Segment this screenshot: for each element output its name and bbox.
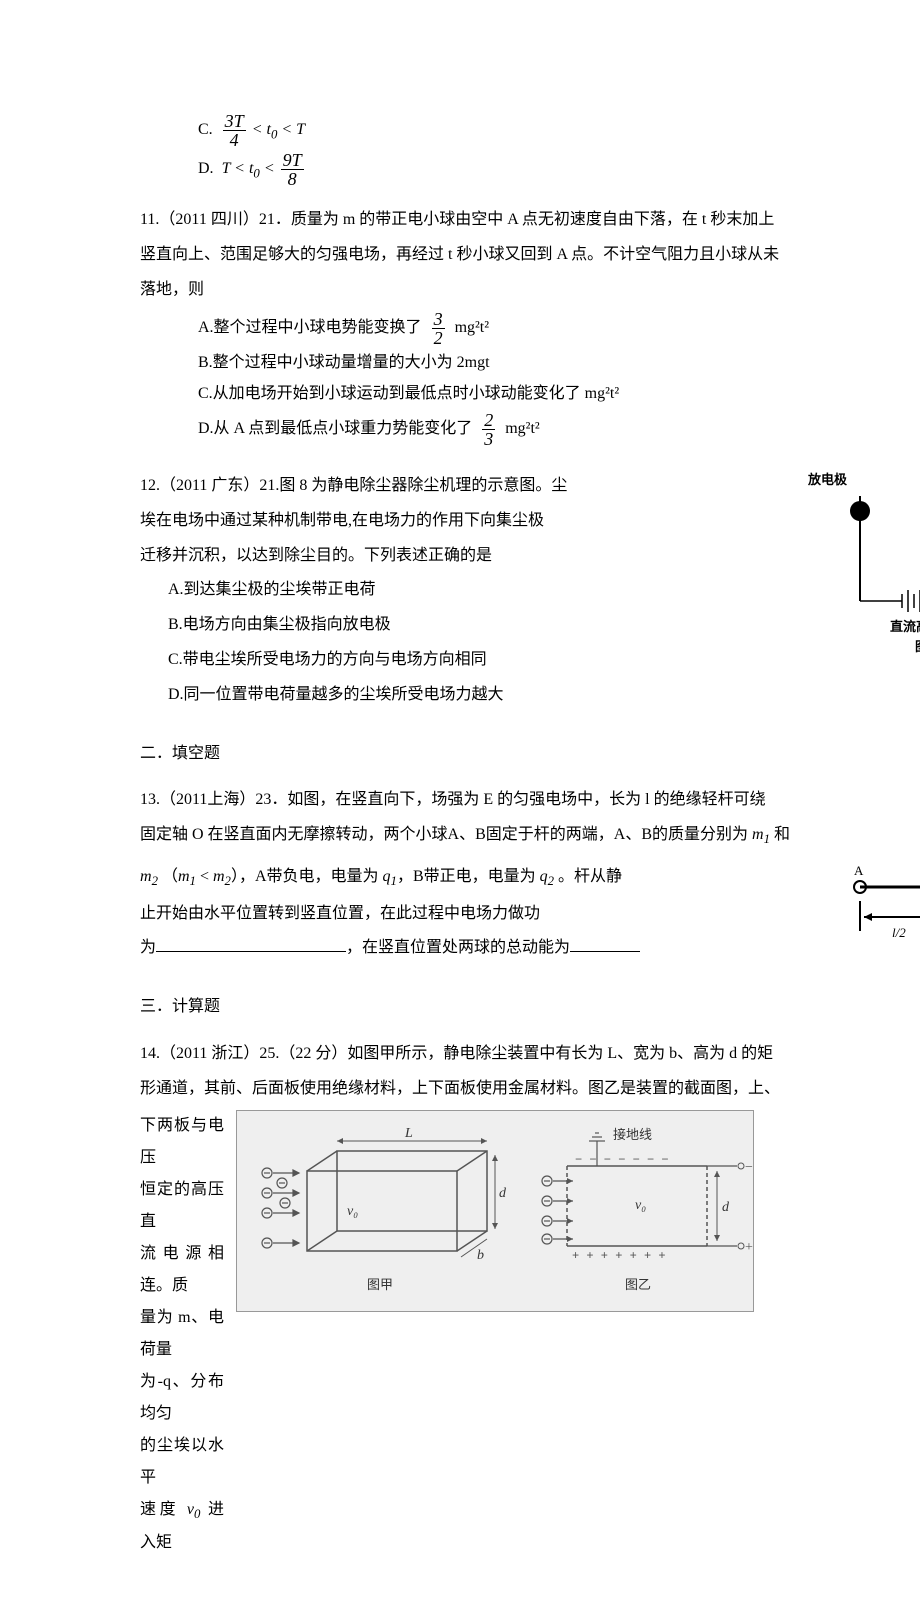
- fig14-d: d: [499, 1186, 507, 1201]
- q11-stem-line3: 落地，则: [140, 276, 920, 305]
- q12-options: A.到达集尘极的尘埃带正电荷 B.电场方向由集尘极指向放电极 C.带电尘埃所受电…: [140, 576, 786, 709]
- q11-option-c: C.从加电场开始到小球运动到最低点时小球动能变化了 mg²t²: [198, 380, 920, 409]
- svg-text:+: +: [745, 1240, 753, 1255]
- svg-text:+ + + + + + +: + + + + + + +: [572, 1249, 666, 1263]
- q14-left-text: 下两板与电压 恒定的高压直 流电源相连。质 量为 m、电荷量 为-q、分布均匀 …: [140, 1110, 224, 1560]
- figure-13-svg: A O B l/2: [840, 857, 920, 947]
- q11: 11.（2011 四川）21．质量为 m 的带正电小球由空中 A 点无初速度自由…: [140, 206, 920, 448]
- q13: 13.（2011上海）23．如图，在竖直向下，场强为 E 的匀强电场中，长为 l…: [140, 786, 920, 969]
- svg-text:− − − − − − −: − − − − − − −: [575, 1153, 669, 1167]
- q11-stem-line1: 11.（2011 四川）21．质量为 m 的带正电小球由空中 A 点无初速度自由…: [140, 206, 920, 235]
- label-discharge: 放电极: [807, 472, 848, 487]
- q11-options: A.整个过程中小球电势能变换了 32 mg²t² B.整个过程中小球动量增量的大…: [140, 310, 920, 448]
- q14-body: 下两板与电压 恒定的高压直 流电源相连。质 量为 m、电荷量 为-q、分布均匀 …: [140, 1110, 920, 1560]
- q12-stem-line1: 12.（2011 广东）21.图 8 为静电除尘器除尘机理的示意图。尘: [140, 472, 786, 501]
- q13-line2: 固定轴 O 在竖直面内无摩擦转动，两个小球A、B固定于杆的两端，A、B的质量分别…: [140, 821, 920, 851]
- q11-stem-line2: 竖直向上、范围足够大的匀强电场，再经过 t 秒小球又回到 A 点。不计空气阻力且…: [140, 241, 920, 270]
- fig14-caption-right: 图乙: [625, 1277, 651, 1292]
- q10-option-c: C. 3T4 < t0 < T: [198, 112, 920, 149]
- blank-1: [156, 935, 346, 952]
- fig14-v0-left: v₀: [347, 1204, 358, 1219]
- q12-option-c: C.带电尘埃所受电场力的方向与电场方向相同: [168, 646, 786, 675]
- figure-8-svg: 放电极 集尘极 带电尘埃: [800, 466, 920, 666]
- option-math: 3T4 < t0 < T: [221, 112, 305, 149]
- section-2-title: 二．填空题: [140, 740, 920, 769]
- fig14-caption-left: 图甲: [367, 1277, 393, 1292]
- q12-stem-line3: 迁移并沉积，以达到除尘目的。下列表述正确的是: [140, 542, 786, 571]
- fig14-ground: 接地线: [613, 1127, 652, 1142]
- fig14-b: b: [477, 1248, 484, 1263]
- q13-line1: 13.（2011上海）23．如图，在竖直向下，场强为 E 的匀强电场中，长为 l…: [140, 786, 920, 815]
- q13-body-text: m2 （m1 < m2），A带负电，电量为 q1，B带正电，电量为 q2 。杆从…: [140, 857, 826, 969]
- q12-text: 12.（2011 广东）21.图 8 为静电除尘器除尘机理的示意图。尘 埃在电场…: [140, 466, 786, 716]
- q12-option-b: B.电场方向由集尘极指向放电极: [168, 611, 786, 640]
- q12-stem-line2: 埃在电场中通过某种机制带电,在电场力的作用下向集尘极: [140, 507, 786, 536]
- blank-2: [570, 935, 640, 952]
- q11-option-b: B.整个过程中小球动量增量的大小为 2mgt: [198, 349, 920, 378]
- fig14-L: L: [404, 1126, 413, 1141]
- q13-line5: 为，在竖直位置处两球的总动能为: [140, 934, 826, 963]
- fig14-d2: d: [722, 1200, 730, 1215]
- option-label: C.: [198, 116, 213, 145]
- q10-options-partial: C. 3T4 < t0 < T D. T < t0 < 9T8: [140, 112, 920, 188]
- figure-14-svg: L d b v₀ 图甲: [236, 1110, 754, 1312]
- fig14-v0-right: v₀: [635, 1198, 646, 1213]
- svg-text:−: −: [745, 1160, 753, 1175]
- q11-option-d: D.从 A 点到最低点小球重力势能变化了 23 mg²t²: [198, 411, 920, 448]
- q12: 12.（2011 广东）21.图 8 为静电除尘器除尘机理的示意图。尘 埃在电场…: [140, 466, 920, 716]
- q13-line3: m2 （m1 < m2），A带负电，电量为 q1，B带正电，电量为 q2 。杆从…: [140, 863, 826, 893]
- q12-option-a: A.到达集尘极的尘埃带正电荷: [168, 576, 786, 605]
- option-math: T < t0 < 9T8: [222, 151, 306, 188]
- section-3-title: 三．计算题: [140, 993, 920, 1022]
- option-label: D.: [198, 155, 214, 184]
- q13-figure: A O B l/2: [840, 857, 920, 958]
- q14-line1: 14.（2011 浙江）25.（22 分）如图甲所示，静电除尘装置中有长为 L、…: [140, 1040, 920, 1069]
- fig13-A: A: [854, 863, 864, 878]
- q14-line2: 形通道，其前、后面板使用绝缘材料，上下面板使用金属材料。图乙是装置的截面图，上、: [140, 1075, 920, 1104]
- label-power: 直流高压电源: [890, 619, 920, 634]
- q11-option-a: A.整个过程中小球电势能变换了 32 mg²t²: [198, 310, 920, 347]
- q10-option-d: D. T < t0 < 9T8: [198, 151, 920, 188]
- fig13-len: l/2: [892, 925, 906, 940]
- q13-line4: 止开始由水平位置转到竖直位置，在此过程中电场力做功: [140, 900, 826, 929]
- q12-figure: 放电极 集尘极 带电尘埃: [800, 466, 920, 677]
- fig8-caption: 图 8: [915, 639, 920, 654]
- q14: 14.（2011 浙江）25.（22 分）如图甲所示，静电除尘装置中有长为 L、…: [140, 1040, 920, 1559]
- q13-body: m2 （m1 < m2），A带负电，电量为 q1，B带正电，电量为 q2 。杆从…: [140, 857, 920, 969]
- q12-option-d: D.同一位置带电荷量越多的尘埃所受电场力越大: [168, 681, 786, 710]
